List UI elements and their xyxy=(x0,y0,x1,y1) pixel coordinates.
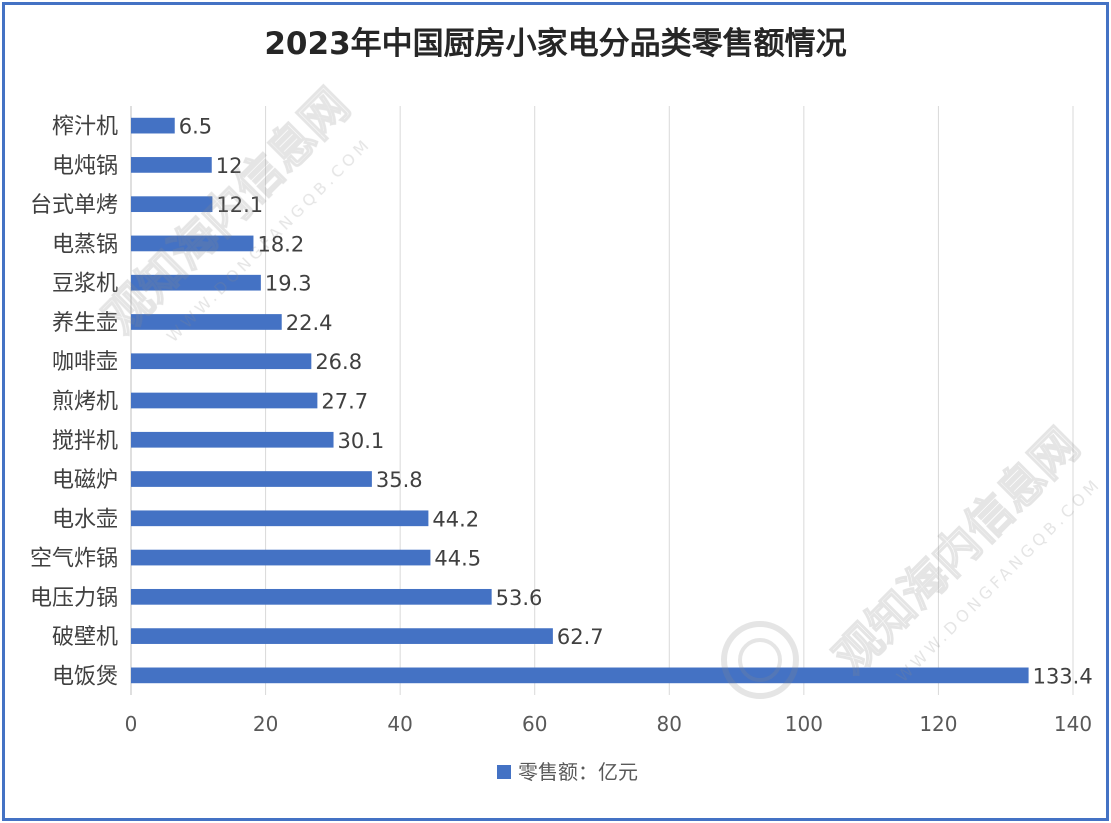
x-tick-label: 20 xyxy=(253,712,278,736)
category-label: 台式单烤 xyxy=(30,193,118,218)
data-label: 133.4 xyxy=(1033,664,1093,688)
x-tick-label: 60 xyxy=(522,712,547,736)
bar xyxy=(131,628,553,644)
x-tick-label: 0 xyxy=(125,712,138,736)
data-label: 22.4 xyxy=(286,311,333,335)
category-label: 电磁炉 xyxy=(52,468,118,493)
bar xyxy=(131,588,492,605)
data-label: 6.5 xyxy=(179,115,212,139)
x-tick-label: 100 xyxy=(785,712,823,736)
x-tick-label: 40 xyxy=(387,712,412,736)
category-label: 电炖锅 xyxy=(52,154,118,179)
category-label: 破壁机 xyxy=(52,625,118,650)
bar xyxy=(131,157,212,173)
category-label: 空气炸锅 xyxy=(30,547,118,572)
category-label: 榨汁机 xyxy=(52,115,118,140)
category-label: 咖啡壶 xyxy=(52,350,118,375)
bar xyxy=(131,235,254,252)
data-label: 30.1 xyxy=(338,429,385,453)
bar xyxy=(131,117,175,134)
bar xyxy=(131,392,318,409)
bar xyxy=(131,274,261,291)
x-tick-label: 80 xyxy=(657,712,682,736)
category-label: 电蒸锅 xyxy=(52,232,118,257)
data-label: 44.5 xyxy=(434,547,481,571)
data-label: 62.7 xyxy=(557,625,604,649)
bar xyxy=(131,549,431,566)
watermark-text: 观知海内信息网 xyxy=(824,418,1090,684)
watermark-logo xyxy=(721,621,799,699)
bar xyxy=(131,510,429,527)
data-labels: 6.512 12.1 18.2 19.3 22.4 26.8 27.7 30.1 35.8 44.… xyxy=(179,115,1093,689)
category-label: 电水壶 xyxy=(52,507,118,532)
data-label: 12 xyxy=(216,154,243,178)
category-label: 电饭煲 xyxy=(52,664,118,689)
data-label: 19.3 xyxy=(265,272,312,296)
category-label: 豆浆机 xyxy=(52,272,118,297)
x-tick-labels: 0 20 40 60 80 100 120 140 xyxy=(125,712,1092,736)
data-label: 18.2 xyxy=(257,232,304,256)
data-label: 12.1 xyxy=(216,193,263,217)
bar xyxy=(131,667,1029,684)
bars xyxy=(131,117,1029,684)
legend-label: 零售额：亿元 xyxy=(518,760,638,784)
watermark: 观知海内信息网 WWW.DONGFANGQB.COM 观知海内信息网 WWW.D… xyxy=(93,77,1105,699)
data-label: 27.7 xyxy=(321,390,368,414)
bar xyxy=(131,314,282,330)
x-tick-label: 140 xyxy=(1054,712,1092,736)
category-labels: 榨汁机电炖锅台式单烤电蒸锅豆浆机养生壶咖啡壶煎烤机搅拌机电磁炉电水壶空气炸锅电压… xyxy=(30,115,118,690)
category-label: 搅拌机 xyxy=(52,429,118,454)
legend: 零售额：亿元 xyxy=(497,760,638,784)
category-label: 养生壶 xyxy=(52,311,118,336)
x-tick-label: 120 xyxy=(919,712,957,736)
data-label: 35.8 xyxy=(376,468,423,492)
category-label: 煎烤机 xyxy=(52,390,118,415)
bar xyxy=(131,471,372,487)
bar xyxy=(131,196,213,213)
category-label: 电压力锅 xyxy=(30,586,118,611)
data-label: 53.6 xyxy=(496,586,543,610)
chart-title: 2023年中国厨房小家电分品类零售额情况 xyxy=(264,26,847,62)
data-label: 26.8 xyxy=(315,350,362,374)
legend-swatch xyxy=(497,765,511,779)
bar xyxy=(131,431,334,448)
bar xyxy=(131,353,312,370)
data-label: 44.2 xyxy=(432,507,479,531)
